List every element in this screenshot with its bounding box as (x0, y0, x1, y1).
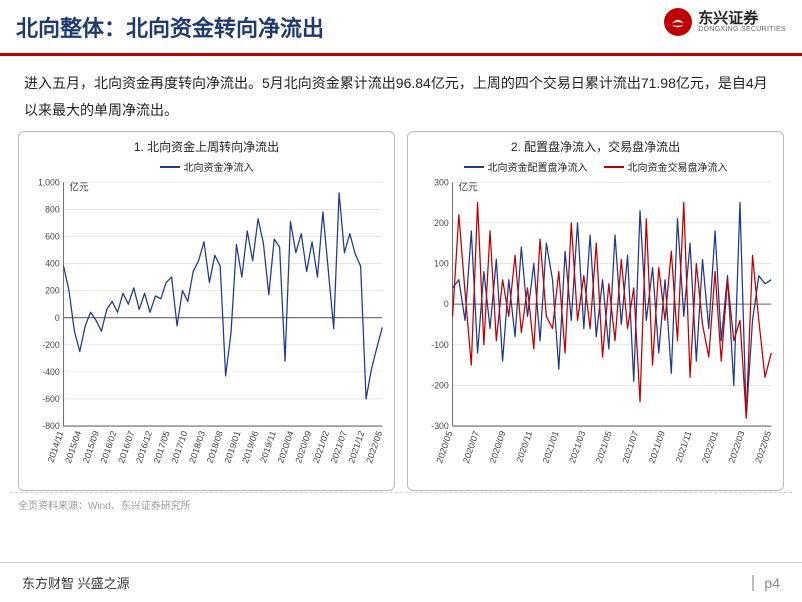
svg-text:2019/11: 2019/11 (258, 430, 278, 464)
svg-text:2015/04: 2015/04 (63, 430, 83, 465)
svg-text:2022/05: 2022/05 (753, 430, 773, 465)
legend-swatch (160, 166, 180, 168)
svg-text:2020/05: 2020/05 (435, 430, 455, 465)
svg-text:-300: -300 (431, 421, 448, 431)
svg-text:2021/07: 2021/07 (620, 430, 640, 465)
svg-text:-200: -200 (431, 380, 448, 390)
svg-text:2016/07: 2016/07 (116, 430, 136, 465)
svg-text:-800: -800 (42, 421, 59, 431)
svg-text:1,000: 1,000 (38, 177, 60, 187)
logo-mark-icon (664, 8, 692, 36)
svg-text:2020/11: 2020/11 (514, 430, 534, 464)
svg-text:2018/08: 2018/08 (205, 430, 225, 465)
svg-text:2020/09: 2020/09 (488, 430, 508, 465)
chart-2-canvas: -300 -200 -100 0 100 200 300 亿元 2020/05 2020/07 20… (412, 176, 779, 486)
svg-text:600: 600 (45, 231, 60, 241)
legend-swatch (464, 166, 484, 168)
svg-text:2020/09: 2020/09 (293, 430, 313, 465)
svg-text:2020/04: 2020/04 (276, 430, 296, 465)
header: 北向整体：北向资金转向净流出 东兴证券 DONGXING SECURITIES (0, 0, 802, 56)
svg-text:2021/03: 2021/03 (567, 430, 587, 465)
footer: 东方财智 兴盛之源 p4 (0, 562, 802, 602)
svg-text:2021/12: 2021/12 (347, 430, 367, 465)
svg-text:400: 400 (45, 259, 60, 269)
chart-2-title: 2. 配置盘净流入，交易盘净流出 (412, 138, 779, 155)
chart-2: 2. 配置盘净流入，交易盘净流出 北向资金配置盘净流入 北向资金交易盘净流入 -… (407, 131, 784, 491)
svg-text:200: 200 (434, 218, 449, 228)
svg-text:2021/07: 2021/07 (329, 430, 349, 465)
svg-text:2021/02: 2021/02 (311, 430, 331, 465)
svg-text:2022/05: 2022/05 (364, 430, 384, 465)
svg-text:2022/03: 2022/03 (727, 430, 747, 465)
svg-text:300: 300 (434, 177, 449, 187)
svg-text:-200: -200 (42, 340, 59, 350)
svg-text:-600: -600 (42, 394, 59, 404)
svg-text:800: 800 (45, 204, 60, 214)
svg-text:2018/03: 2018/03 (187, 430, 207, 465)
divider-dotted (0, 490, 802, 496)
svg-text:2022/01: 2022/01 (700, 430, 720, 465)
svg-text:0: 0 (444, 299, 449, 309)
legend-label: 北向资金交易盘净流入 (628, 159, 728, 174)
svg-text:2015/09: 2015/09 (81, 430, 101, 465)
page-number: p4 (752, 575, 780, 591)
svg-text:2021/09: 2021/09 (647, 430, 667, 465)
chart-1-legend: 北向资金净流入 (23, 159, 390, 174)
chart-1-title: 1. 北向资金上周转向净流出 (23, 138, 390, 155)
legend-item: 北向资金交易盘净流入 (604, 159, 728, 174)
svg-text:2019/01: 2019/01 (223, 430, 243, 465)
svg-text:2019/06: 2019/06 (240, 430, 260, 465)
legend-swatch (604, 166, 624, 168)
svg-text:2017/05: 2017/05 (152, 430, 172, 465)
legend-label: 北向资金配置盘净流入 (488, 159, 588, 174)
svg-text:200: 200 (45, 286, 60, 296)
svg-text:2014/11: 2014/11 (46, 430, 66, 464)
logo-text: 东兴证券 DONGXING SECURITIES (698, 11, 786, 33)
page-title: 北向整体：北向资金转向净流出 (16, 11, 324, 43)
svg-text:2016/12: 2016/12 (134, 430, 154, 465)
chart-2-legend: 北向资金配置盘净流入 北向资金交易盘净流入 (412, 159, 779, 174)
svg-text:亿元: 亿元 (458, 180, 477, 193)
charts-row: 1. 北向资金上周转向净流出 北向资金净流入 -800 -600 -400 -200 0… (0, 131, 802, 491)
chart-1-canvas: -800 -600 -400 -200 0 200 400 600 800 1,000 亿元 2014… (23, 176, 390, 486)
body-paragraph: 进入五月，北向资金再度转向净流出。5月北向资金累计流出96.84亿元，上周的四个… (0, 56, 802, 131)
svg-text:2021/01: 2021/01 (541, 430, 561, 465)
svg-text:100: 100 (434, 259, 449, 269)
chart-1: 1. 北向资金上周转向净流出 北向资金净流入 -800 -600 -400 -200 0… (18, 131, 395, 491)
svg-text:-100: -100 (431, 340, 448, 350)
legend-item: 北向资金配置盘净流入 (464, 159, 588, 174)
svg-text:2021/11: 2021/11 (674, 430, 694, 464)
logo-name-en: DONGXING SECURITIES (698, 26, 786, 33)
svg-text:2021/05: 2021/05 (594, 430, 614, 465)
svg-text:亿元: 亿元 (69, 180, 88, 193)
svg-text:-400: -400 (42, 367, 59, 377)
legend-item: 北向资金净流入 (160, 159, 254, 174)
svg-text:2016/02: 2016/02 (99, 430, 119, 465)
svg-text:2020/07: 2020/07 (461, 430, 481, 465)
footer-slogan: 东方财智 兴盛之源 (22, 573, 130, 592)
legend-label: 北向资金净流入 (184, 159, 254, 174)
brand-logo: 东兴证券 DONGXING SECURITIES (664, 8, 786, 36)
svg-text:0: 0 (55, 313, 60, 323)
svg-text:2017/10: 2017/10 (169, 430, 189, 465)
logo-name-cn: 东兴证券 (698, 11, 786, 26)
